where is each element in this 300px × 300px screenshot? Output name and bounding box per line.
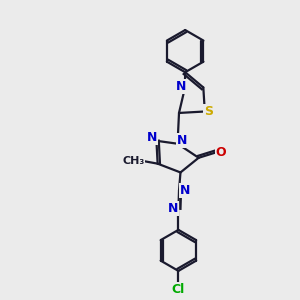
Text: Cl: Cl	[172, 283, 185, 296]
Text: N: N	[167, 202, 178, 215]
Text: N: N	[180, 184, 190, 197]
Text: CH₃: CH₃	[122, 156, 144, 166]
Text: O: O	[216, 146, 226, 159]
Text: N: N	[177, 134, 187, 147]
Text: N: N	[147, 131, 157, 144]
Text: N: N	[176, 80, 187, 93]
Text: S: S	[204, 105, 213, 118]
